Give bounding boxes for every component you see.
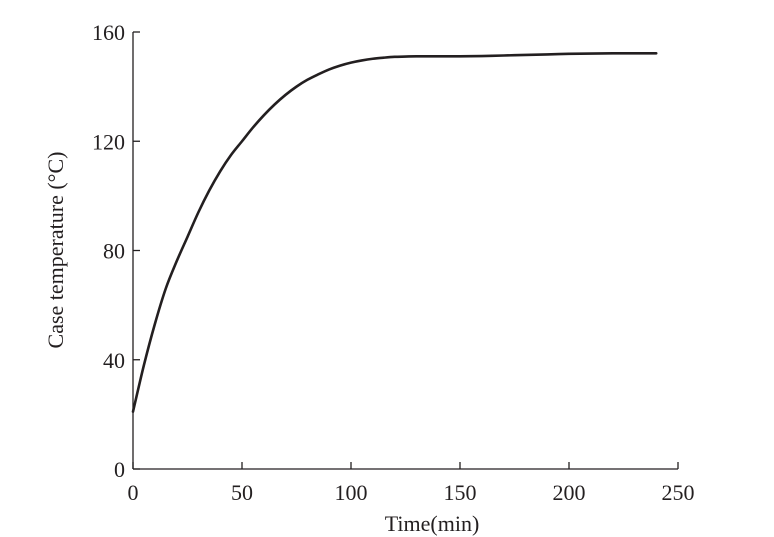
y-axis-label: Case temperature (°C) [43, 152, 68, 349]
y-tick-label: 80 [103, 239, 125, 264]
y-tick-label: 0 [114, 457, 125, 482]
x-tick-label: 50 [231, 480, 253, 505]
x-axis-label: Time(min) [385, 511, 480, 536]
x-tick-label: 200 [553, 480, 586, 505]
x-tick-label: 250 [662, 480, 695, 505]
y-tick-label: 120 [92, 129, 125, 154]
x-axis: 0 50 100 150 200 250 [128, 462, 695, 505]
y-tick-label: 40 [103, 348, 125, 373]
series-line-0 [131, 51, 658, 413]
series-layer [131, 51, 658, 413]
x-tick-label: 100 [335, 480, 368, 505]
y-tick-label: 160 [92, 20, 125, 45]
x-tick-label: 0 [128, 480, 139, 505]
x-tick-label: 150 [444, 480, 477, 505]
y-axis: 0 40 80 120 160 [92, 20, 140, 482]
